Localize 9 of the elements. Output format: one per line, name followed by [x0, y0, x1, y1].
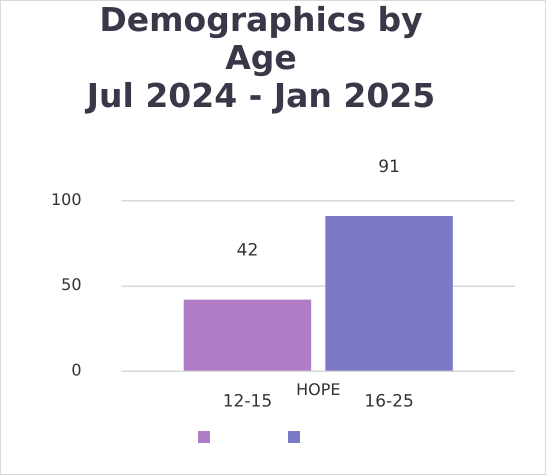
- data-label: 42: [236, 240, 258, 261]
- series-label: 12-15: [222, 391, 272, 412]
- series-label: 16-25: [364, 391, 414, 412]
- y-tick-label: 50: [61, 275, 82, 294]
- y-tick-label: 100: [50, 190, 82, 209]
- x-tick-label: HOPE: [296, 380, 340, 400]
- y-tick-label: 0: [71, 360, 82, 380]
- data-label: 91: [378, 156, 400, 177]
- chart-title: Demographics by Age Jul 2024 - Jan 2025: [84, 0, 436, 115]
